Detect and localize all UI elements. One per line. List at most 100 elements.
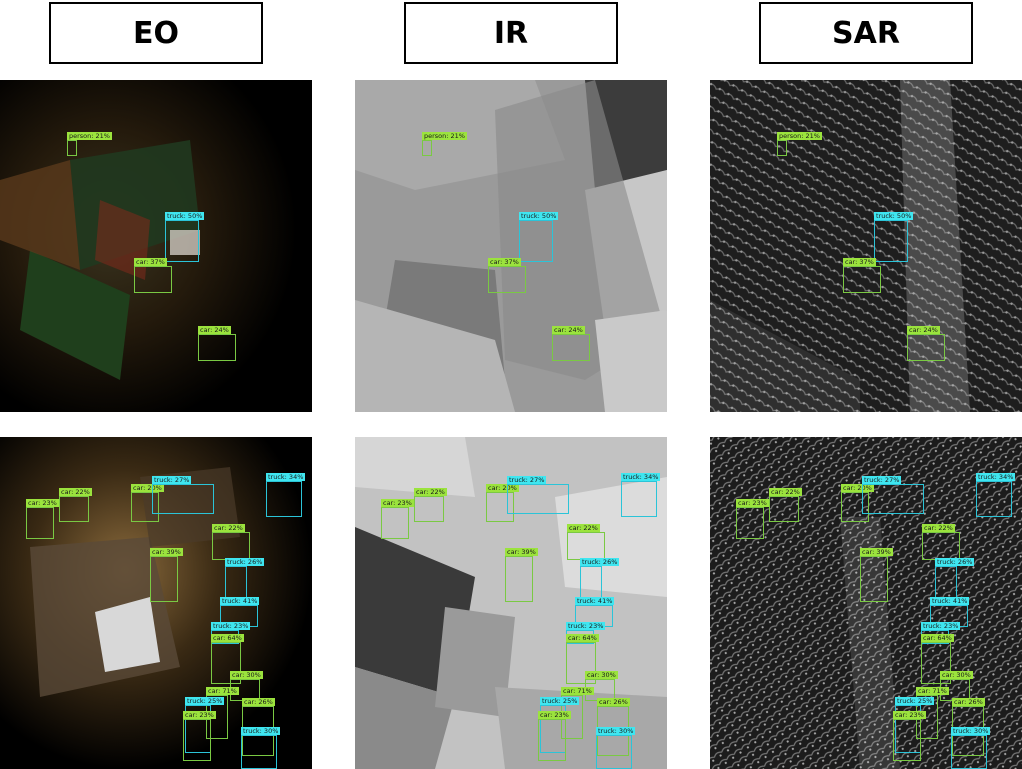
bbox-label: truck: 34% <box>976 473 1016 481</box>
detections-eo-row1: person: 21% truck: 50% car: 37% car: 24% <box>0 80 312 412</box>
ir-image-row2 <box>355 437 667 769</box>
bbox-label: car: 64% <box>566 634 599 642</box>
bbox: car: 37% <box>134 258 172 293</box>
bbox: truck: 27% <box>507 476 569 514</box>
bbox: car: 22% <box>59 488 92 522</box>
bbox: car: 23% <box>183 711 216 761</box>
detections-ir-row2: car: 23% car: 22% car: 20% truck: 27% ca… <box>355 437 667 769</box>
bbox-label: car: 39% <box>860 548 893 556</box>
bbox: car: 23% <box>893 711 926 761</box>
bbox-label: truck: 34% <box>621 473 661 481</box>
bbox-label: truck: 30% <box>951 727 991 735</box>
bbox: truck: 30% <box>951 727 991 769</box>
bbox-label: truck: 25% <box>540 697 580 705</box>
bbox-label: car: 26% <box>597 698 630 706</box>
bbox: truck: 30% <box>241 727 281 769</box>
bbox: car: 64% <box>921 634 954 684</box>
bbox-label: person: 21% <box>777 132 822 140</box>
detections-ir-row1: person: 21% truck: 50% car: 37% car: 24% <box>355 80 667 412</box>
bbox: car: 24% <box>198 326 236 361</box>
bbox: car: 22% <box>769 488 802 522</box>
bbox: car: 37% <box>488 258 526 293</box>
bbox-label: truck: 41% <box>930 597 970 605</box>
bbox-label: truck: 25% <box>895 697 935 705</box>
header-ir: IR <box>404 2 618 64</box>
bbox-label: car: 64% <box>211 634 244 642</box>
bbox-label: car: 22% <box>567 524 600 532</box>
bbox-label: truck: 27% <box>152 476 192 484</box>
bbox: truck: 50% <box>165 212 205 262</box>
bbox-label: car: 22% <box>212 524 245 532</box>
bbox: car: 22% <box>922 524 960 560</box>
detections-eo-row2: car: 23% car: 22% car: 20% truck: 27% ca… <box>0 437 312 769</box>
bbox-label: car: 26% <box>242 698 275 706</box>
bbox-label: car: 39% <box>505 548 538 556</box>
bbox: car: 23% <box>26 499 59 539</box>
bbox-label: car: 22% <box>769 488 802 496</box>
bbox: car: 64% <box>211 634 244 684</box>
header-sar: SAR <box>759 2 973 64</box>
bbox: truck: 27% <box>862 476 924 514</box>
bbox: car: 23% <box>736 499 769 539</box>
bbox-label: car: 26% <box>952 698 985 706</box>
bbox-label: truck: 26% <box>225 558 265 566</box>
detections-sar-row1: person: 21% truck: 50% car: 37% car: 24% <box>710 80 1022 412</box>
bbox: truck: 27% <box>152 476 214 514</box>
bbox: car: 22% <box>212 524 250 560</box>
bbox-label: car: 23% <box>736 499 769 507</box>
bbox: car: 64% <box>566 634 599 684</box>
bbox-label: person: 21% <box>67 132 112 140</box>
bbox: car: 20% <box>486 484 519 522</box>
bbox-label: car: 20% <box>131 484 164 492</box>
bbox-label: car: 24% <box>198 326 231 334</box>
bbox-label: car: 22% <box>59 488 92 496</box>
bbox-label: truck: 34% <box>266 473 306 481</box>
bbox-label: car: 22% <box>414 488 447 496</box>
bbox: truck: 34% <box>976 473 1016 517</box>
bbox-label: car: 24% <box>907 326 940 334</box>
bbox-label: car: 23% <box>893 711 926 719</box>
bbox-label: car: 71% <box>206 687 239 695</box>
bbox: car: 22% <box>567 524 605 560</box>
bbox: truck: 34% <box>266 473 306 517</box>
bbox: car: 23% <box>538 711 571 761</box>
bbox-label: truck: 41% <box>220 597 260 605</box>
bbox: car: 23% <box>381 499 414 539</box>
bbox-label: car: 24% <box>552 326 585 334</box>
bbox-label: car: 39% <box>150 548 183 556</box>
bbox: truck: 50% <box>519 212 559 262</box>
bbox-label: truck: 23% <box>566 622 606 630</box>
bbox-label: truck: 30% <box>241 727 281 735</box>
bbox-label: person: 21% <box>422 132 467 140</box>
bbox-label: car: 30% <box>585 671 618 679</box>
bbox-label: truck: 41% <box>575 597 615 605</box>
bbox-label: truck: 27% <box>862 476 902 484</box>
bbox: car: 39% <box>505 548 538 602</box>
bbox-label: car: 23% <box>26 499 59 507</box>
bbox-label: truck: 30% <box>596 727 636 735</box>
bbox-label: car: 71% <box>561 687 594 695</box>
bbox: car: 24% <box>907 326 945 361</box>
bbox: person: 21% <box>777 132 822 156</box>
bbox: car: 37% <box>843 258 881 293</box>
bbox-label: truck: 23% <box>211 622 251 630</box>
sar-image-row1 <box>710 80 1022 412</box>
detections-sar-row2: car: 23% car: 22% car: 20% truck: 27% ca… <box>710 437 1022 769</box>
bbox: car: 20% <box>131 484 164 522</box>
bbox-label: car: 30% <box>230 671 263 679</box>
bbox-label: car: 30% <box>940 671 973 679</box>
bbox: person: 21% <box>422 132 467 156</box>
bbox: car: 24% <box>552 326 590 361</box>
bbox: car: 39% <box>860 548 893 602</box>
bbox-label: car: 71% <box>916 687 949 695</box>
eo-image-row1 <box>0 80 312 412</box>
bbox: truck: 50% <box>874 212 914 262</box>
bbox: car: 39% <box>150 548 183 602</box>
bbox-label: car: 37% <box>134 258 167 266</box>
bbox-label: truck: 26% <box>935 558 975 566</box>
bbox-label: car: 23% <box>538 711 571 719</box>
bbox: truck: 30% <box>596 727 636 769</box>
bbox-label: car: 37% <box>843 258 876 266</box>
header-eo: EO <box>49 2 263 64</box>
bbox-label: truck: 26% <box>580 558 620 566</box>
